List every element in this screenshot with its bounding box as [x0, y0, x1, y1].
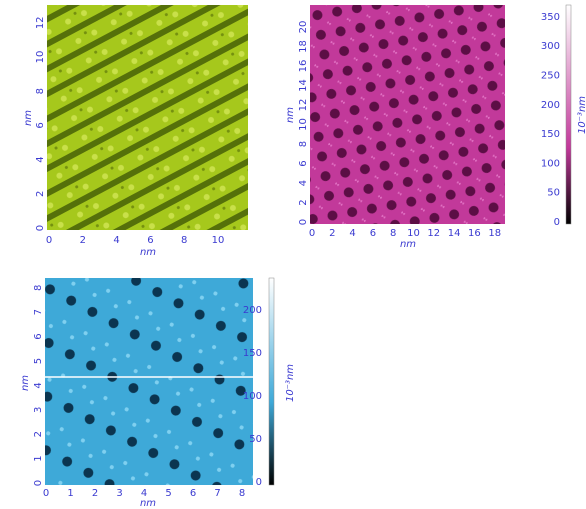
y-tick-label: 0 [298, 219, 309, 225]
y-tick-label: 2 [298, 199, 309, 205]
y-tick-label: 18 [298, 40, 309, 53]
x-axis-label: nm [140, 498, 156, 509]
y-axis-label: nm [285, 107, 296, 123]
colorbar-label: 10⁻³nm [577, 96, 586, 134]
colorbar-tick-label: 200 [541, 100, 560, 111]
x-tick-label: 2 [92, 488, 98, 499]
x-tick-label: 8 [390, 228, 396, 239]
x-tick-label: 10 [407, 228, 420, 239]
colorbar-tick-label: 250 [541, 71, 560, 82]
x-axis-label: nm [400, 239, 416, 250]
y-tick-label: 4 [298, 180, 309, 186]
y-tick-label: 0 [33, 480, 44, 486]
y-tick-label: 6 [298, 160, 309, 166]
y-tick-label: 8 [33, 285, 44, 291]
colorbar-tick-label: 100 [243, 391, 262, 402]
stm-image [45, 278, 253, 485]
x-tick-label: 12 [427, 228, 440, 239]
colorbar-tick-label: 50 [547, 188, 560, 199]
y-tick-label: 2 [35, 191, 46, 197]
y-tick-label: 6 [33, 333, 44, 339]
x-tick-label: 8 [239, 488, 245, 499]
x-tick-label: 1 [67, 488, 73, 499]
x-tick-label: 0 [46, 235, 52, 246]
x-tick-label: 2 [329, 228, 335, 239]
y-tick-label: 14 [298, 79, 309, 92]
x-tick-label: 3 [116, 488, 122, 499]
y-tick-label: 8 [298, 141, 309, 147]
colorbar-tick-label: 0 [554, 217, 560, 228]
y-tick-label: 1 [33, 455, 44, 461]
y-axis-label: nm [20, 375, 31, 391]
colorbar-tick-label: 50 [249, 434, 262, 445]
colorbar-tick-label: 300 [541, 41, 560, 52]
x-tick-label: 10 [212, 235, 225, 246]
y-tick-label: 2 [33, 431, 44, 437]
y-tick-label: 20 [298, 21, 309, 34]
stm-image [310, 5, 505, 224]
colorbar-tick-label: 100 [541, 158, 560, 169]
colorbar-tick-label: 350 [541, 12, 560, 23]
colorbar [268, 277, 275, 486]
colorbar [565, 4, 572, 225]
colorbar-tick-label: 0 [256, 477, 262, 488]
x-tick-label: 5 [165, 488, 171, 499]
stm-image [47, 5, 248, 230]
x-tick-label: 14 [448, 228, 461, 239]
colorbar-tick-label: 150 [243, 348, 262, 359]
x-tick-label: 18 [488, 228, 501, 239]
x-tick-label: 4 [141, 488, 147, 499]
x-tick-label: 0 [43, 488, 49, 499]
y-tick-label: 3 [33, 407, 44, 413]
x-tick-label: 16 [468, 228, 481, 239]
y-tick-label: 6 [35, 122, 46, 128]
y-tick-label: 10 [35, 51, 46, 64]
x-tick-label: 2 [80, 235, 86, 246]
y-tick-label: 4 [35, 156, 46, 162]
x-axis-label: nm [140, 247, 156, 258]
x-tick-label: 8 [181, 235, 187, 246]
y-tick-label: 10 [298, 118, 309, 131]
y-tick-label: 12 [35, 16, 46, 29]
colorbar-label: 10⁻³nm [285, 364, 296, 402]
y-tick-label: 8 [35, 88, 46, 94]
x-tick-label: 6 [370, 228, 376, 239]
y-tick-label: 4 [33, 382, 44, 388]
x-tick-label: 4 [349, 228, 355, 239]
y-axis-label: nm [23, 110, 34, 126]
colorbar-tick-label: 150 [541, 129, 560, 140]
y-tick-label: 12 [298, 99, 309, 112]
y-tick-label: 5 [33, 358, 44, 364]
y-tick-label: 0 [35, 225, 46, 231]
y-tick-label: 16 [298, 60, 309, 73]
x-tick-label: 7 [214, 488, 220, 499]
y-tick-label: 7 [33, 309, 44, 315]
colorbar-tick-label: 200 [243, 305, 262, 316]
x-tick-label: 4 [113, 235, 119, 246]
x-tick-label: 6 [147, 235, 153, 246]
x-tick-label: 0 [309, 228, 315, 239]
x-tick-label: 6 [190, 488, 196, 499]
